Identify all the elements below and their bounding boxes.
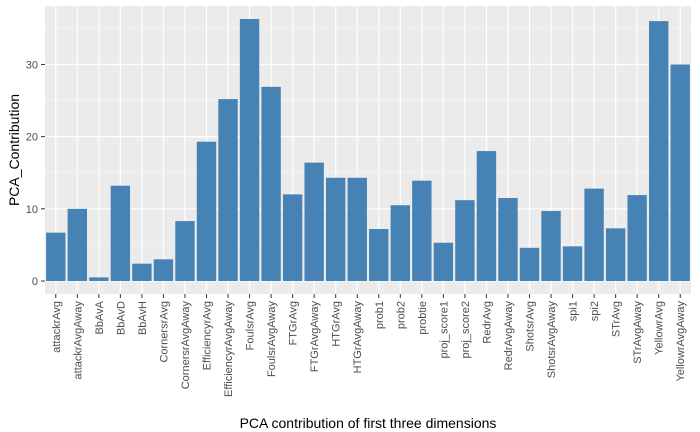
x-tick-label: YellowrAvgAway (675, 301, 687, 382)
y-tick-label: 30 (26, 59, 38, 71)
x-tick-label: STrAvgAway (632, 301, 644, 364)
bar (433, 242, 454, 282)
bar (390, 205, 410, 282)
x-tick-label: FTGrAvg (288, 301, 300, 345)
x-tick-label: EfficiencyrAvgAway (223, 301, 235, 397)
x-tick-label: YellowrAvg (654, 301, 666, 355)
bar (412, 180, 432, 282)
x-tick-label: ShotsrAvgAway (546, 301, 558, 379)
bar (670, 64, 690, 282)
x-tick-label: attackrAvg (51, 301, 63, 353)
x-tick-label: probtie (417, 301, 429, 335)
bar (89, 277, 109, 282)
x-tick-label: BbAvH (137, 301, 149, 335)
bar (347, 177, 367, 282)
x-tick-label: HTGrAvg (331, 301, 343, 347)
bar (627, 195, 647, 282)
bar (261, 86, 281, 282)
bar (519, 247, 540, 282)
bars (46, 18, 690, 282)
y-tick-label: 20 (26, 132, 38, 144)
x-tick-label: proj_score1 (438, 301, 450, 358)
bar (175, 221, 195, 282)
bar (153, 259, 174, 282)
x-tick-label: RedrAvg (481, 301, 493, 344)
bar (455, 200, 475, 282)
bar (498, 198, 518, 282)
y-axis: 0 10 20 30 (26, 59, 45, 288)
bar (326, 177, 346, 282)
bar (67, 208, 87, 282)
bar (239, 18, 260, 282)
x-tick-label: FoulsrAvgAway (266, 301, 278, 378)
bar (649, 21, 669, 282)
x-tick-label: attackrAvgAway (72, 301, 84, 380)
x-tick-label: EfficiencyrAvg (202, 301, 214, 370)
bar (132, 263, 152, 282)
y-tick-label: 0 (32, 276, 38, 288)
x-tick-label: spi1 (568, 301, 580, 321)
x-tick-label: prob1 (374, 301, 386, 329)
bar (282, 194, 303, 282)
x-axis: attackrAvg attackrAvgAway BbAvA BbAvD BbAvH C… (51, 294, 687, 397)
x-tick-label: HTGrAvgAway (352, 301, 364, 374)
bar (476, 151, 497, 282)
bar (605, 228, 626, 282)
bar (369, 229, 389, 282)
x-tick-label: proj_score2 (460, 301, 472, 358)
bar (584, 188, 604, 282)
x-tick-label: FTGrAvgAway (309, 301, 321, 373)
x-tick-label: ShotsrAvg (525, 301, 537, 352)
x-tick-label: STrAvg (611, 301, 623, 337)
x-tick-label: BbAvA (94, 300, 106, 334)
plot-panel (45, 6, 691, 294)
bar (304, 162, 324, 282)
bar (562, 246, 583, 282)
y-tick-label: 10 (26, 204, 38, 216)
bar (218, 99, 238, 282)
bar (110, 185, 131, 282)
x-axis-title: PCA contribution of first three dimensio… (240, 415, 497, 431)
x-tick-label: CornersrAvg (158, 301, 170, 363)
x-tick-label: RedrAvgAway (503, 301, 515, 371)
bar (196, 141, 217, 282)
x-tick-label: FoulsrAvg (245, 301, 257, 350)
x-tick-label: prob2 (395, 301, 407, 329)
y-axis-title: PCA_Contribution (6, 94, 22, 206)
bar (541, 210, 561, 282)
bar (46, 232, 66, 282)
x-tick-label: spi2 (589, 301, 601, 321)
x-tick-label: BbAvD (115, 301, 127, 335)
x-tick-label: CornersrAvgAway (180, 301, 192, 390)
